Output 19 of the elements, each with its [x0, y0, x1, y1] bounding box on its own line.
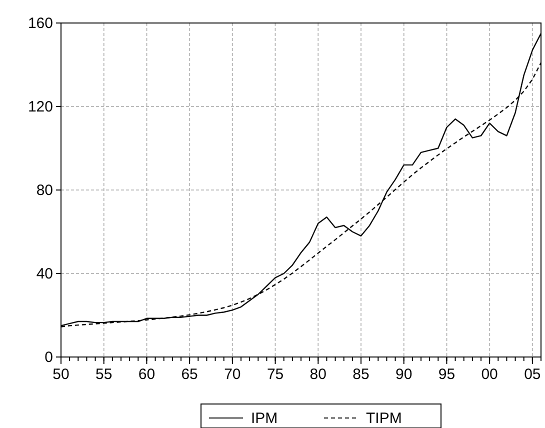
x-tick-label: 85	[352, 366, 370, 383]
x-tick-label: 80	[310, 366, 326, 383]
legend-label: IPM	[251, 410, 278, 427]
x-tick-label: 60	[138, 366, 156, 383]
x-tick-label: 90	[396, 366, 412, 383]
x-tick-label: 50	[52, 366, 70, 383]
y-tick-label: 120	[28, 98, 53, 116]
x-tick-label: 70	[224, 366, 241, 383]
y-tick-label: 160	[28, 15, 53, 32]
x-tick-label: 55	[96, 366, 112, 383]
y-tick-label: 80	[36, 182, 53, 199]
x-tick-label: 65	[181, 366, 198, 383]
x-tick-label: 00	[481, 366, 498, 383]
legend-label: TIPM	[366, 410, 402, 427]
y-tick-label: 0	[44, 349, 53, 366]
x-tick-label: 95	[438, 366, 456, 383]
x-tick-label: 05	[524, 366, 541, 383]
x-tick-label: 75	[266, 366, 284, 383]
y-tick-label: 40	[36, 266, 53, 282]
